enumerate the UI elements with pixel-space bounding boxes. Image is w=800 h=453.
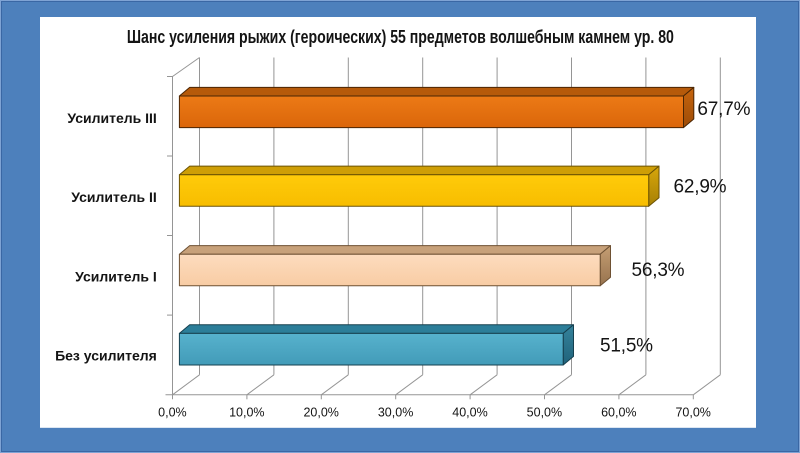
svg-text:Без усилителя: Без усилителя [55,348,157,364]
svg-text:67,7%: 67,7% [697,99,750,120]
svg-text:Усилитель III: Усилитель III [67,110,156,126]
svg-text:0,0%: 0,0% [158,406,187,420]
svg-text:70,0%: 70,0% [675,406,710,420]
svg-text:20,0%: 20,0% [303,406,338,420]
svg-text:Усилитель I: Усилитель I [75,268,157,284]
svg-text:56,3%: 56,3% [632,260,685,281]
svg-text:51,5%: 51,5% [600,335,653,356]
svg-text:50,0%: 50,0% [527,406,562,420]
svg-text:40,0%: 40,0% [452,406,487,420]
svg-text:10,0%: 10,0% [229,406,264,420]
svg-text:Шанс усиления рыжих (героическ: Шанс усиления рыжих (героических) 55 пре… [127,26,674,47]
svg-text:60,0%: 60,0% [601,406,636,420]
svg-text:Усилитель II: Усилитель II [71,189,157,205]
svg-text:30,0%: 30,0% [378,406,413,420]
svg-text:62,9%: 62,9% [674,177,727,198]
